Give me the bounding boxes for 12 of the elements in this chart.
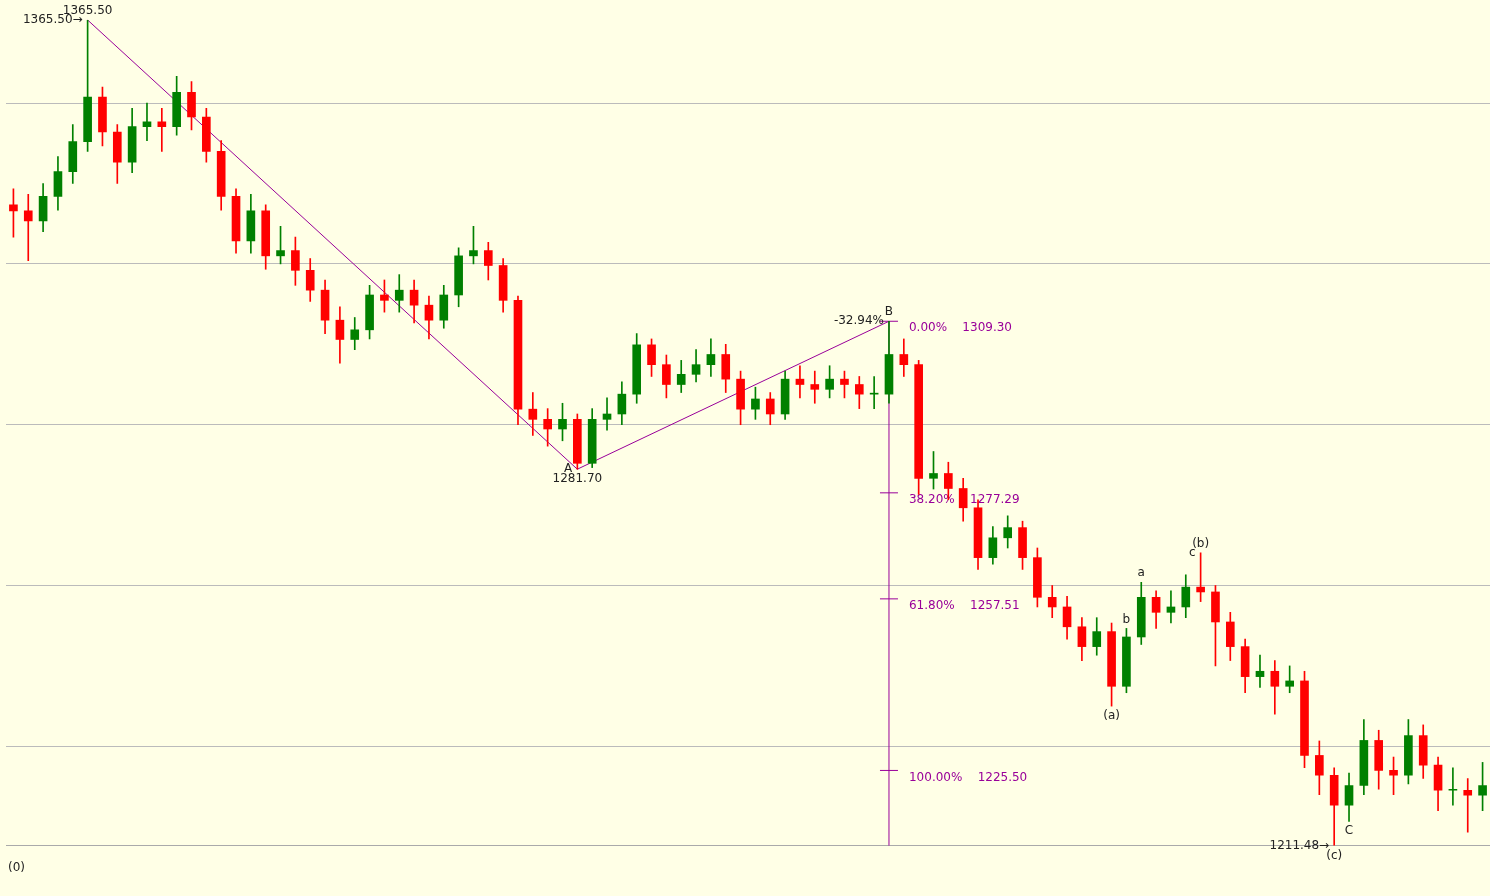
annotation: b — [1122, 611, 1131, 626]
annotation: C — [1344, 823, 1354, 838]
annotation: a — [1137, 565, 1145, 580]
ref-line-label: 0.00% 1309.30 — [908, 320, 1012, 335]
ref-line-label: 100.00% 1225.50 — [908, 769, 1028, 784]
annotation: (a) — [1103, 708, 1120, 723]
annotation: B — [884, 304, 894, 319]
annotation: -32.94% — [833, 313, 884, 328]
text: (0) — [8, 859, 25, 874]
ref-line-label: 38.20% 1277.29 — [908, 491, 1020, 506]
annotation: (c) — [1326, 847, 1343, 862]
ref-line-label: 61.80% 1257.51 — [908, 597, 1020, 612]
